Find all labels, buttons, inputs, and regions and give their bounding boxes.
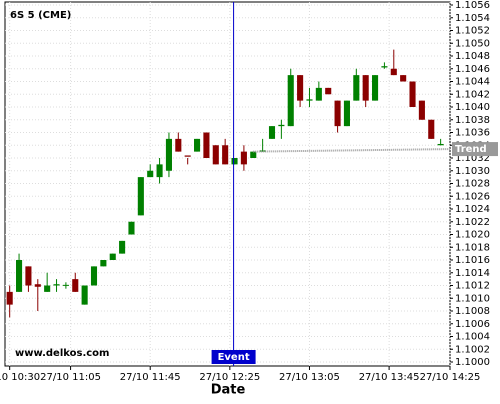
y-tick-label: 1.1032 [455,153,490,164]
candle-body [400,75,407,82]
x-tick-label: 27/10 13:45 [359,372,420,383]
candle-body [372,75,379,101]
y-tick-label: 1.1044 [455,77,490,88]
candle-body [428,119,435,139]
y-tick-label: 1.1004 [455,332,490,343]
candle-body [437,143,444,146]
candle-body [212,145,219,165]
chart-title: 6S 5 (CME) [10,10,71,21]
y-tick-label: 1.1022 [455,217,490,228]
x-tick-label: 27/10 10:30 [0,372,40,383]
x-tick-label: 27/10 11:45 [120,372,181,383]
candle-body [222,145,229,165]
y-tick-label: 1.1006 [455,319,490,330]
candle-body [315,87,322,101]
x-tick-label: 27/10 14:25 [420,372,481,383]
candle-body [72,279,79,292]
y-tick-label: 1.1038 [455,115,490,126]
y-tick-label: 1.1042 [455,89,490,100]
y-tick-label: 1.1036 [455,128,490,139]
y-tick-label: 1.1000 [455,357,490,368]
candle-body [34,284,41,287]
candle-body [334,100,341,127]
candle-body [156,164,163,178]
candle-body [62,284,69,286]
y-tick-label: 1.1008 [455,306,490,317]
candle-body [240,151,247,165]
y-tick-label: 1.1002 [455,344,490,355]
y-tick-label: 1.1024 [455,204,490,215]
x-tick-label: 27/10 11:05 [40,372,101,383]
trend-label: Trend [455,144,487,155]
candle-body [409,81,416,107]
y-tick-label: 1.1052 [455,26,490,37]
candle-body [128,221,135,235]
candle-body [147,170,154,178]
x-tick-label: 27/10 13:05 [279,372,340,383]
y-tick-label: 1.1020 [455,230,490,241]
candle-body [250,151,257,158]
candle-body [175,138,182,152]
candle-body [53,284,60,286]
candle-body [353,75,360,101]
candle-body [194,138,201,152]
y-tick-label: 1.1026 [455,191,490,202]
x-axis-label: Date [211,383,246,398]
y-tick-label: 1.1012 [455,281,490,292]
candle-body [390,68,397,76]
candle-body [90,266,98,286]
trend-line [253,148,451,153]
y-tick-label: 1.1040 [455,102,490,113]
y-tick-label: 1.1046 [455,64,490,75]
candle-body [268,126,276,139]
candle-body [203,132,210,158]
y-tick-label: 1.1018 [455,242,490,253]
x-tick-label: 27/10 12:25 [199,372,260,383]
y-tick-label: 1.1050 [455,38,490,49]
candle-body [418,100,425,120]
candle-body [278,124,285,127]
candle-body [297,75,304,101]
y-tick-label: 1.1016 [455,255,490,266]
y-tick-label: 1.1028 [455,179,490,190]
event-label-box [211,350,256,364]
y-tick-label: 1.1048 [455,51,490,62]
candle-body [6,291,13,305]
y-tick-label: 1.1030 [455,166,490,177]
candle-body [81,285,88,305]
y-tick-label: 1.1054 [455,13,490,24]
watermark: www.delkos.com [15,348,109,359]
y-tick-label: 1.1010 [455,293,490,304]
candle-body [343,100,350,127]
candle-body [325,87,332,95]
candle-body [287,75,294,127]
candle-body [259,150,266,152]
y-tick-label: 1.1014 [455,268,490,279]
candle-body [231,158,238,165]
candle-body [44,285,51,292]
candle-body [137,177,144,216]
candle-body [100,260,107,267]
y-tick-label: 1.1056 [455,0,490,11]
candle-body [381,66,388,68]
candle-body [306,99,313,101]
candle-body [119,240,126,254]
candle-body [109,253,116,260]
candle-body [25,266,32,286]
candle-body [16,260,23,292]
candle-body [362,75,369,101]
trend-label-box [452,142,498,157]
candle-body [165,138,172,171]
event-label: Event [218,352,250,363]
candle-body [184,155,191,157]
